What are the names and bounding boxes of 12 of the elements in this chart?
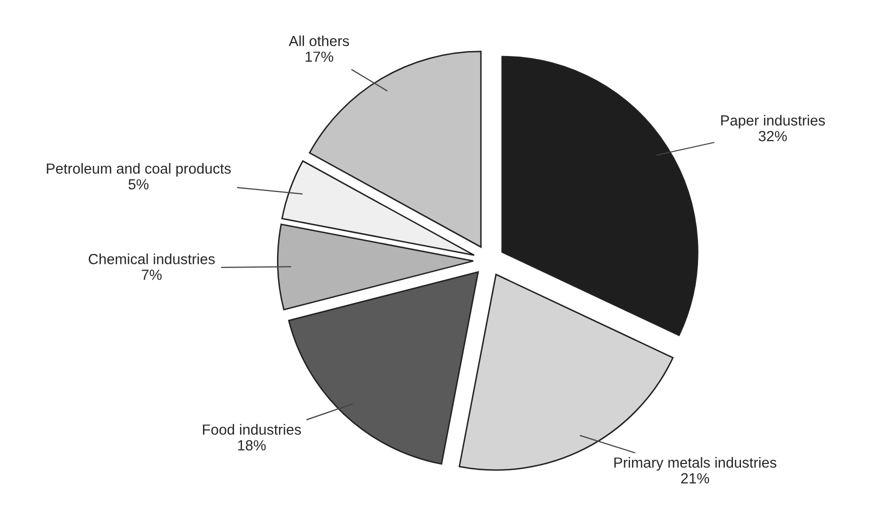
data-label: 32% xyxy=(758,130,787,142)
data-label: 17% xyxy=(306,52,334,62)
data-label: 18% xyxy=(238,440,266,450)
slice-label: Primary metals industries xyxy=(614,457,776,471)
slice-label: Petroleum and coal products xyxy=(46,163,231,177)
data-label: 5% xyxy=(128,179,149,190)
data-label: 21% xyxy=(681,473,710,484)
slice-label: Paper industries xyxy=(721,114,825,128)
slice-label: Chemical industries xyxy=(88,254,215,264)
slice-label: Food industries xyxy=(202,424,301,435)
slice-label: All others xyxy=(288,35,349,46)
data-label: 7% xyxy=(142,270,162,280)
